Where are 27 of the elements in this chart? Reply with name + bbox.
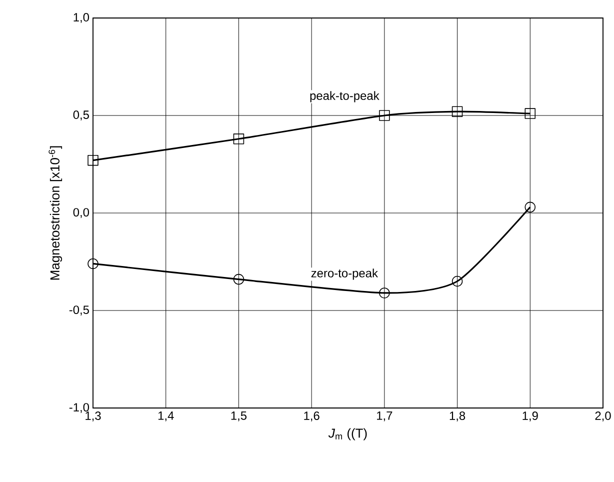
x-axis-title: J$_{m}$ ((T) [328, 428, 367, 440]
x-tick-label: 1,6 [304, 412, 320, 422]
point [452, 276, 463, 287]
x-tick-label: 1,8 [450, 412, 466, 422]
point [452, 106, 463, 117]
point [379, 288, 390, 298]
point [88, 258, 98, 270]
series-label: peak-to-peak [310, 91, 380, 102]
y-tick-label: 0,5 [73, 110, 89, 120]
y-axis-title: Magnetostriction [x10$^{-6}$] [48, 146, 62, 280]
x-tick-label: 1,4 [158, 412, 174, 422]
y-tick-label: -0,5 [69, 306, 89, 316]
point [379, 110, 390, 121]
point [88, 154, 98, 166]
y-tick-label: 1,0 [74, 13, 90, 23]
point [524, 202, 536, 213]
y-tick-label: -1,0 [69, 403, 90, 413]
x-tick-label: 1,3 [86, 412, 101, 422]
x-tick-label: 2,0 [595, 412, 611, 422]
x-tick-label: 1,9 [522, 412, 538, 422]
y-tick-label: 0,0 [73, 208, 90, 218]
x-tick-label: 1,5 [231, 412, 247, 422]
point [524, 108, 536, 119]
x-tick-label: 1,7 [377, 412, 392, 422]
point [233, 134, 244, 144]
series-label: zero-to-peak [311, 268, 378, 280]
point [233, 274, 244, 285]
